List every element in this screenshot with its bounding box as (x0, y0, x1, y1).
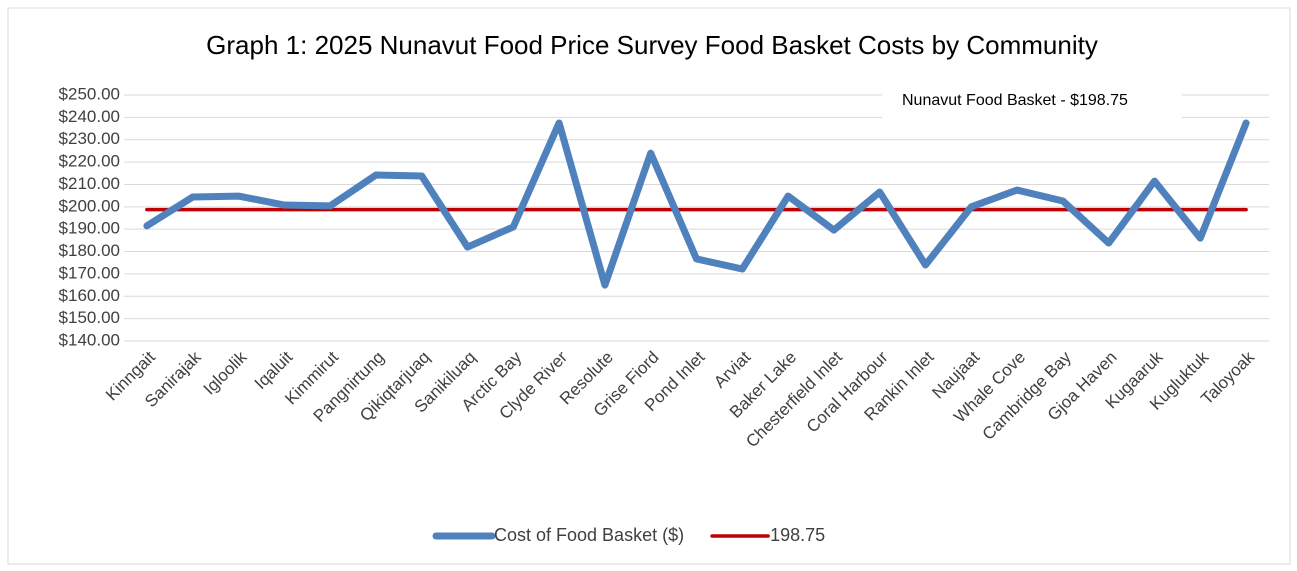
legend-label: Cost of Food Basket ($) (494, 525, 684, 545)
series-line (143, 119, 1250, 289)
annotation: Nunavut Food Basket - $198.75 (902, 92, 1128, 109)
y-tick-label: $140.00 (59, 330, 120, 349)
y-tick-label: $190.00 (59, 219, 120, 238)
annotation-box (882, 84, 1182, 118)
y-tick-label: $180.00 (59, 241, 120, 260)
chart-title: Graph 1: 2025 Nunavut Food Price Survey … (206, 30, 1098, 60)
y-tick-label: $200.00 (59, 196, 120, 215)
y-tick-label: $150.00 (59, 308, 120, 327)
y-tick-label: $160.00 (59, 286, 120, 305)
legend-label: 198.75 (770, 525, 825, 545)
y-tick-label: $220.00 (59, 152, 120, 171)
y-tick-label: $210.00 (59, 174, 120, 193)
y-tick-label: $170.00 (59, 263, 120, 282)
y-tick-label: $250.00 (59, 84, 120, 103)
y-tick-label: $230.00 (59, 129, 120, 148)
y-tick-label: $240.00 (59, 107, 120, 126)
